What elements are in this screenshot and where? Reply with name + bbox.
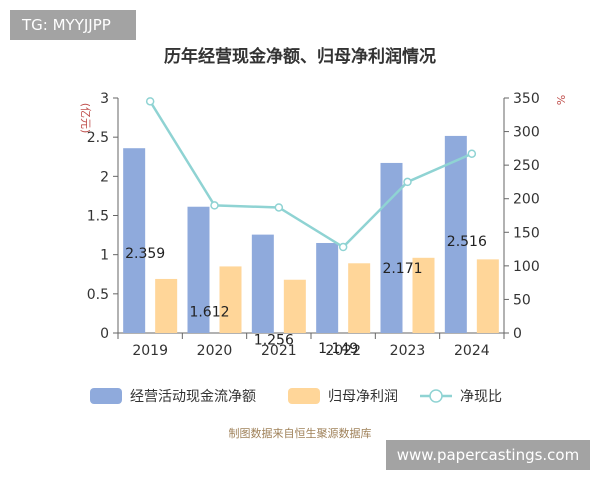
tag-badge: TG: MYYJJPP (10, 10, 136, 40)
y-right-tick-label: 350 (513, 91, 540, 107)
x-tick-label: 2023 (390, 343, 426, 359)
bar-cashflow (187, 206, 210, 333)
x-tick-label: 2024 (454, 343, 490, 359)
legend-swatch-cashflow (90, 388, 122, 404)
source-note: 制图数据来自恒生聚源数据库 (229, 426, 372, 440)
legend-swatch-point (429, 389, 443, 403)
y-right-tick-label: 50 (513, 292, 531, 308)
y-right-unit: % (554, 95, 567, 105)
y-right-tick-label: 100 (513, 259, 540, 275)
y-right-tick-label: 250 (513, 158, 540, 174)
data-label-cashflow: 2.359 (125, 246, 165, 262)
ratio-point (145, 97, 155, 106)
data-label-cashflow: 1.149 (318, 341, 358, 357)
data-label-cashflow: 1.612 (189, 305, 229, 321)
bar-cashflow (444, 135, 467, 333)
y-left-tick-label: 0 (100, 326, 109, 342)
bar-profit (155, 278, 178, 333)
bars (123, 135, 499, 333)
axes: 0 0.5 1 1.5 2 2.5 3 0 50 100 150 200 250 300 350 2019 20… (79, 91, 567, 359)
chart-title: 历年经营现金净额、归母净利润情况 (164, 46, 436, 67)
y-right-tick-label: 300 (513, 125, 540, 141)
bar-cashflow (251, 234, 274, 333)
y-left-tick-label: 2 (100, 169, 109, 185)
ratio-point (467, 149, 477, 158)
bar-cashflow (380, 162, 403, 333)
legend-label-profit: 归母净利润 (328, 388, 398, 405)
ratio-point (338, 242, 348, 252)
bar-cashflow (316, 242, 339, 333)
y-left-unit: (亿元) (79, 103, 92, 134)
bar-cashflow (123, 148, 146, 333)
y-left-tick-label: 2.5 (87, 130, 109, 146)
y-left-tick-label: 3 (100, 91, 109, 107)
x-tick-label: 2020 (197, 343, 233, 359)
legend: 经营活动现金流净额 归母净利润 净现比 (90, 388, 502, 405)
legend-label-cashflow: 经营活动现金流净额 (130, 389, 256, 405)
ratio-point (403, 177, 412, 187)
ratio-point (274, 203, 284, 212)
legend-label-ratio: 净现比 (460, 389, 502, 405)
bar-profit (283, 279, 306, 333)
y-right-tick-label: 150 (513, 225, 540, 241)
x-tick-label: 2022 (325, 343, 361, 359)
y-right-tick-label: 200 (513, 192, 540, 208)
x-tick-label: 2021 (261, 343, 297, 359)
ratio-line (145, 97, 477, 252)
data-label-cashflow: 2.171 (382, 261, 422, 277)
ratio-point (210, 201, 219, 210)
data-label-cashflow: 2.516 (447, 234, 487, 250)
bar-profit (476, 259, 499, 333)
data-labels: 2.359 1.612 1.256 1.149 2.171 2.516 (125, 234, 487, 357)
bar-profit (219, 266, 242, 333)
y-right-tick-label: 0 (513, 326, 522, 342)
bar-profit (348, 263, 371, 333)
y-left-tick-label: 0.5 (87, 287, 109, 303)
ratio-polyline (149, 100, 473, 249)
y-left-tick-label: 1.5 (87, 209, 109, 225)
legend-swatch-profit (288, 388, 320, 404)
data-label-cashflow: 1.256 (254, 333, 294, 349)
bar-profit (412, 257, 435, 333)
watermark: www.papercastings.com (386, 440, 590, 470)
x-tick-label: 2019 (132, 343, 168, 359)
y-left-tick-label: 1 (100, 248, 109, 264)
